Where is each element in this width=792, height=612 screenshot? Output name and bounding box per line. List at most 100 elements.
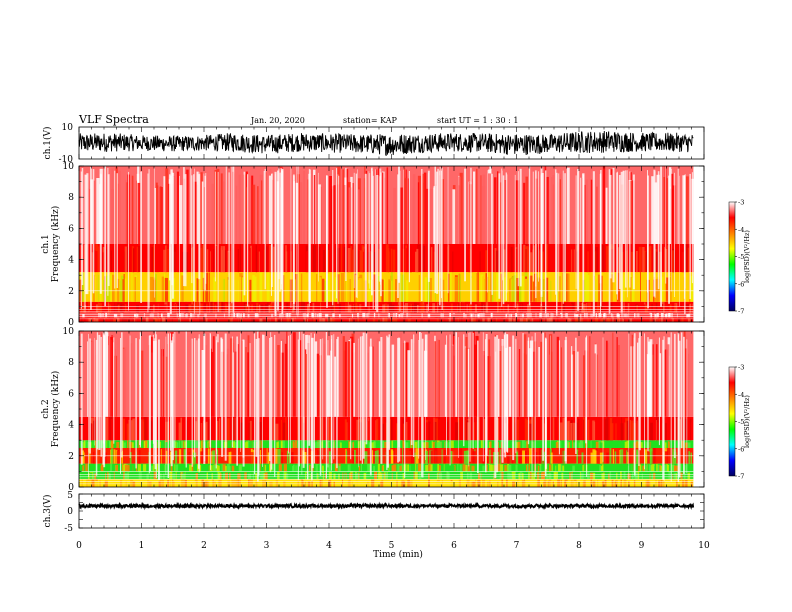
spectrogram-strip bbox=[589, 248, 591, 273]
spectrogram-strip bbox=[189, 317, 191, 322]
colorbar-scale bbox=[728, 201, 736, 312]
spectrogram-strip bbox=[91, 252, 94, 273]
spectrogram-strip bbox=[384, 177, 386, 244]
spectrogram-strip bbox=[537, 479, 540, 487]
spectrogram-strip bbox=[529, 275, 533, 302]
spectrogram-strip bbox=[457, 317, 460, 322]
spectrogram-strip bbox=[334, 441, 336, 448]
spectrogram-strip bbox=[651, 304, 653, 313]
spectrogram-strip bbox=[672, 448, 675, 464]
spectrogram-strip bbox=[459, 303, 461, 313]
spectrogram-strip bbox=[566, 441, 569, 448]
spectrogram-strip bbox=[492, 441, 494, 448]
spectrogram-strip bbox=[408, 450, 412, 464]
spectrogram-strip bbox=[653, 421, 655, 441]
spectrogram-strip bbox=[398, 314, 400, 318]
spectrogram-strip bbox=[190, 167, 192, 244]
spectrogram-strip bbox=[348, 419, 351, 441]
spectrogram-strip bbox=[393, 317, 395, 322]
spectrogram-strip bbox=[412, 440, 414, 448]
spectrogram-strip bbox=[361, 463, 362, 472]
time-tick-label: 4 bbox=[326, 541, 332, 551]
spectrogram-strip bbox=[295, 465, 297, 472]
spectrogram-strip bbox=[117, 304, 120, 313]
spectrogram-strip bbox=[325, 472, 327, 480]
spectrogram-strip bbox=[353, 245, 356, 273]
spectrogram-strip bbox=[587, 472, 590, 480]
spectrogram-strip bbox=[573, 249, 575, 272]
spectrogram-strip bbox=[133, 318, 136, 322]
spectrogram-gap bbox=[564, 173, 566, 301]
spectrogram-gap bbox=[527, 337, 530, 445]
spectrogram-strip bbox=[649, 473, 651, 480]
spectrogram-gap bbox=[319, 339, 322, 476]
spectrogram-gap bbox=[165, 336, 167, 475]
spectrogram-strip bbox=[104, 317, 106, 322]
spectrogram-strip bbox=[436, 312, 439, 318]
spectrogram-strip bbox=[582, 318, 583, 322]
spectrogram-strip bbox=[106, 464, 110, 472]
spectrogram-strip bbox=[671, 464, 675, 472]
spectrogram-strip bbox=[299, 182, 303, 244]
spectrogram-strip bbox=[181, 275, 184, 302]
spectrogram-strip bbox=[209, 465, 213, 472]
spectrogram-strip bbox=[155, 273, 157, 302]
spectrogram-strip bbox=[660, 480, 664, 487]
spectrogram-strip bbox=[167, 312, 170, 318]
spectrogram-strip bbox=[610, 303, 613, 313]
spectrogram-strip bbox=[391, 344, 395, 417]
spectrogram-strip bbox=[345, 302, 347, 313]
spectrogram-strip bbox=[127, 246, 129, 273]
spectrogram-strip bbox=[359, 250, 363, 273]
spectrogram-strip bbox=[336, 302, 339, 313]
spectrogram-strip bbox=[350, 176, 353, 244]
spectrogram-strip bbox=[427, 313, 431, 318]
spectrogram-gap bbox=[458, 337, 459, 458]
spectrogram-strip bbox=[267, 305, 271, 313]
y-tick-label: 10 bbox=[63, 162, 75, 172]
spectrogram-strip bbox=[626, 450, 628, 464]
spectrogram-strip bbox=[238, 450, 241, 464]
spectrogram-strip bbox=[533, 472, 536, 480]
spectrogram-strip bbox=[336, 317, 340, 322]
spectrogram-strip bbox=[320, 417, 323, 441]
spectrogram-strip bbox=[275, 423, 279, 441]
spectrogram-strip bbox=[570, 423, 573, 441]
spectrogram-gap bbox=[264, 168, 266, 290]
spectrogram-strip bbox=[635, 472, 638, 480]
spectrogram-strip bbox=[145, 440, 147, 448]
spectrogram-strip bbox=[595, 317, 599, 322]
spectrogram-strip bbox=[107, 472, 109, 480]
spectrogram-strip bbox=[684, 465, 686, 472]
spectrogram-gap bbox=[404, 340, 406, 478]
spectrogram-strip bbox=[484, 304, 486, 313]
spectrogram-strip bbox=[289, 441, 293, 448]
spectrogram-strip bbox=[242, 313, 245, 318]
spectrogram-strip bbox=[416, 464, 418, 472]
spectrogram-strip bbox=[268, 452, 270, 464]
spectrogram-strip bbox=[297, 277, 299, 302]
spectrogram-gap bbox=[174, 332, 176, 449]
spectrogram-strip bbox=[556, 312, 560, 318]
spectrogram-strip bbox=[490, 272, 492, 302]
spectrogram-strip bbox=[499, 351, 503, 417]
y-tick-label: 0 bbox=[68, 318, 74, 328]
spectrogram-strip bbox=[562, 479, 564, 487]
spectrogram-strip bbox=[318, 184, 321, 244]
spectrogram-strip bbox=[333, 481, 335, 487]
spectrogram-strip bbox=[224, 318, 227, 322]
spectrogram-strip bbox=[113, 318, 116, 322]
spectrogram-strip bbox=[263, 249, 265, 273]
spectrogram-strip bbox=[305, 473, 308, 480]
spectrogram-strip bbox=[180, 417, 182, 441]
spectrogram-strip bbox=[504, 180, 507, 244]
spectrogram-strip bbox=[251, 441, 255, 448]
spectrogram-strip bbox=[344, 276, 347, 302]
spectrogram-gap bbox=[322, 338, 324, 460]
spectrogram-strip bbox=[211, 301, 213, 313]
spectrogram-strip bbox=[314, 422, 318, 441]
spectrogram-strip bbox=[199, 420, 202, 441]
spectrogram-strip bbox=[376, 338, 380, 417]
spectrogram-strip bbox=[599, 442, 603, 448]
spectrogram-strip bbox=[417, 464, 421, 472]
